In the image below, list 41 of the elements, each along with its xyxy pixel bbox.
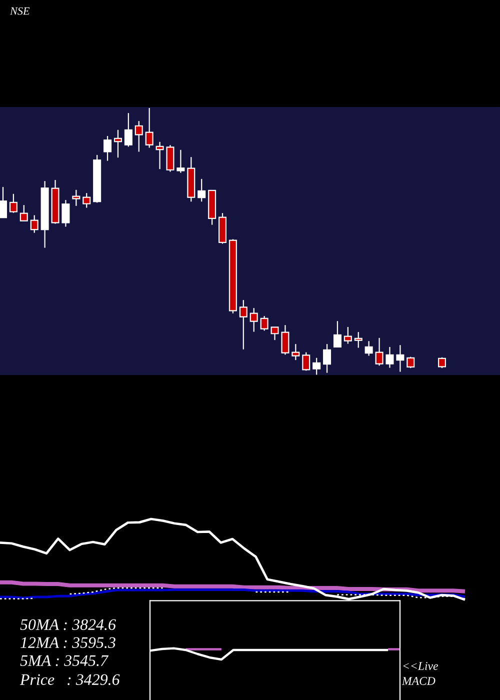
candlestick [302,352,310,372]
text: 5MA : 3545.7 [20,655,109,666]
candlestick [386,346,394,368]
candlestick [260,315,268,332]
text: MACD [402,677,436,685]
candlestick [20,204,28,222]
candlestick [104,135,112,162]
candlestick [198,178,206,202]
candlestick [9,193,18,214]
text: <<Live [403,662,438,670]
candlestick [292,343,300,361]
candlestick [333,320,342,348]
candlestick [134,120,143,152]
candlestick [156,141,164,170]
candlestick [72,189,80,206]
candlestick [354,331,362,348]
candlestick [375,337,384,366]
candlestick [250,307,258,332]
candlestick [124,112,132,148]
candlestick [0,186,8,218]
candlestick [364,340,373,356]
candlestick [270,326,279,341]
candlestick [396,344,404,372]
candlestick [30,214,38,234]
candlestick [438,356,446,369]
candlestick [82,192,91,208]
text: 50MA : 3824.6 [20,619,116,630]
candlestick [114,129,122,158]
candlestick [145,107,154,148]
candlestick [166,144,174,172]
text: Price : 3429.6 [20,674,120,686]
candlestick [406,356,415,369]
candlestick [323,343,332,374]
text: 12MA : 3595.3 [20,637,116,648]
candlestick [176,149,185,174]
candlestick [312,357,321,375]
candlestick [281,324,290,356]
chart-title: NSE [10,7,30,15]
candlestick [239,299,248,350]
candlestick [344,326,352,344]
candlestick [62,199,70,228]
